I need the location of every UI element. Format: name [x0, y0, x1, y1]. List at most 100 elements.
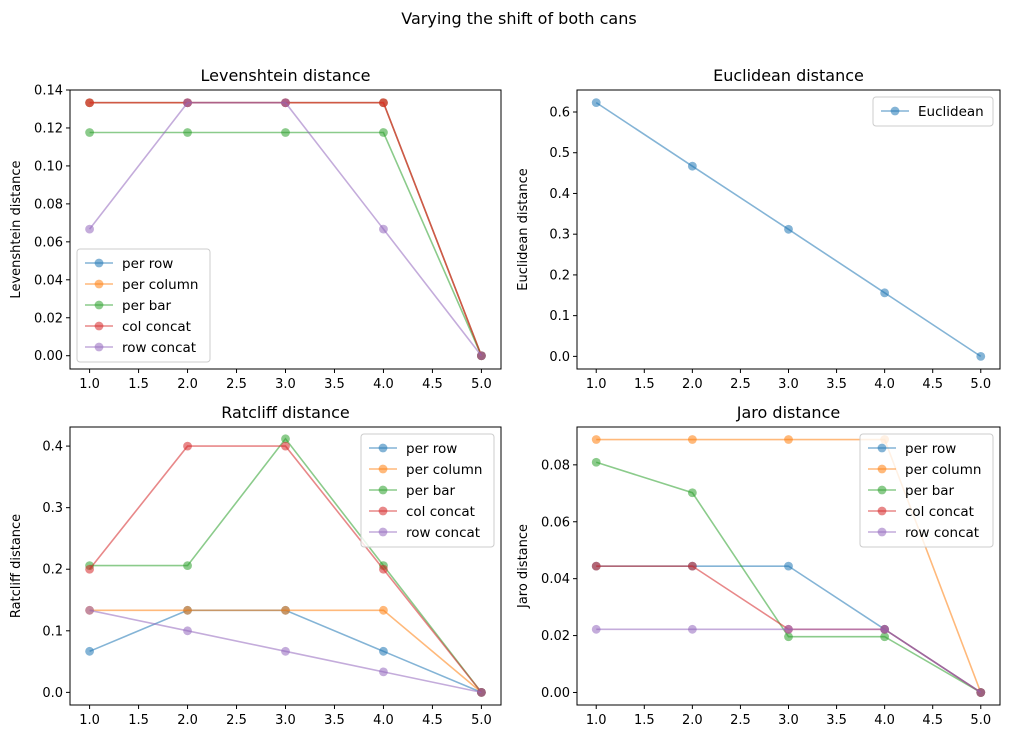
x-tick-label: 1.0	[79, 713, 100, 728]
data-point	[591, 98, 601, 108]
x-tick-label: 2.5	[730, 377, 751, 392]
x-tick-label: 3.5	[826, 713, 847, 728]
legend-label: col concat	[122, 319, 191, 335]
legend-box	[360, 433, 495, 548]
legend-marker	[378, 506, 388, 516]
x-tick-label: 3.0	[275, 377, 296, 392]
legend-marker	[877, 464, 887, 474]
y-tick-label: 0.2	[42, 563, 63, 578]
data-point	[784, 435, 793, 444]
legend-label: col concat	[905, 504, 974, 520]
y-tick-label: 0.00	[34, 349, 63, 364]
data-point	[379, 564, 388, 574]
x-tick-label: 4.0	[874, 713, 895, 728]
y-tick-label: 0.08	[541, 458, 570, 473]
y-tick-label: 0.14	[34, 84, 63, 99]
data-point	[281, 98, 290, 108]
chart-panel: Jaro distance Jaro distance 1.0 1.5 2.0 2.5 3.…	[516, 403, 1001, 728]
data-point	[477, 687, 486, 697]
data-point	[379, 605, 388, 615]
y-tick-label: 0.4	[549, 187, 570, 202]
y-axis-label: Euclidean distance	[516, 168, 531, 291]
data-point	[379, 98, 388, 108]
legend: per row per column per bar col concat row co…	[360, 433, 495, 548]
chart-panel: Euclidean distance Euclidean distance 1.0 1…	[516, 66, 1001, 392]
legend-label: per bar	[122, 298, 172, 314]
x-tick-label: 2.5	[226, 377, 247, 392]
legend-label: row concat	[905, 525, 979, 541]
chart-panel: Levenshtein distance Levenshtein distance…	[9, 66, 502, 392]
legend-marker	[877, 443, 887, 453]
figure-title: Varying the shift of both cans	[401, 9, 636, 28]
legend-marker	[378, 443, 388, 453]
legend-marker	[877, 485, 887, 495]
x-tick-label: 4.5	[922, 713, 943, 728]
x-tick-label: 1.5	[128, 713, 149, 728]
data-point	[379, 667, 388, 677]
y-tick-label: 0.0	[549, 350, 570, 365]
y-tick-label: 0.04	[541, 572, 570, 587]
data-point	[85, 224, 94, 234]
legend-label: per bar	[905, 483, 955, 499]
data-point	[85, 605, 94, 615]
axes-frame	[576, 89, 1001, 370]
legend-marker	[378, 527, 388, 537]
x-tick-label: 2.5	[226, 713, 247, 728]
y-tick-label: 0.1	[549, 309, 570, 324]
data-point	[880, 632, 890, 642]
y-tick-label: 0.6	[549, 105, 570, 120]
data-point	[183, 626, 192, 636]
y-tick-label: 0.1	[42, 624, 63, 639]
data-point	[591, 457, 601, 467]
legend-marker	[378, 464, 388, 474]
x-tick-label: 2.0	[177, 713, 198, 728]
x-tick-label: 2.0	[177, 377, 198, 392]
data-point	[687, 161, 697, 171]
x-tick-label: 4.0	[373, 713, 394, 728]
x-tick-label: 5.0	[970, 377, 991, 392]
legend-label: per column	[905, 462, 981, 478]
x-tick-label: 2.0	[682, 377, 703, 392]
legend-marker	[94, 342, 104, 352]
x-tick-label: 5.0	[471, 713, 492, 728]
data-point	[379, 646, 388, 656]
legend-marker	[94, 279, 104, 289]
legend: Euclidean	[872, 96, 994, 127]
legend-label: per column	[406, 462, 482, 478]
data-point	[183, 98, 192, 108]
y-tick-label: 0.06	[34, 235, 63, 250]
x-tick-label: 4.0	[373, 377, 394, 392]
axes-frame	[576, 426, 1001, 706]
x-tick-label: 4.0	[874, 377, 895, 392]
chart-title: Levenshtein distance	[201, 66, 371, 85]
data-point	[281, 128, 290, 137]
data-point	[183, 561, 192, 570]
data-point	[379, 128, 388, 137]
x-tick-label: 3.0	[778, 713, 799, 728]
y-tick-label: 0.0	[42, 686, 63, 701]
legend-label: row concat	[406, 525, 480, 541]
data-point	[281, 434, 290, 444]
data-point	[183, 441, 192, 451]
y-axis-label: Ratcliff distance	[9, 514, 24, 618]
data-point	[379, 224, 388, 234]
data-point	[880, 288, 890, 298]
data-point	[784, 224, 793, 234]
legend-marker	[378, 485, 388, 495]
x-tick-label: 1.0	[79, 377, 100, 392]
data-point	[591, 435, 601, 444]
legend-label: per column	[122, 277, 198, 293]
x-tick-label: 2.5	[730, 713, 751, 728]
axes-frame	[69, 89, 502, 370]
data-point	[183, 128, 192, 137]
x-tick-label: 3.5	[324, 713, 345, 728]
x-tick-label: 2.0	[682, 713, 703, 728]
legend-label: per row	[905, 441, 956, 457]
data-point	[784, 561, 793, 571]
legend: per row per column per bar col concat row co…	[76, 248, 211, 363]
x-tick-label: 3.5	[324, 377, 345, 392]
legend: per row per column per bar col concat row co…	[859, 433, 994, 548]
y-tick-label: 0.3	[549, 228, 570, 243]
legend-label: col concat	[406, 504, 475, 520]
y-tick-label: 0.5	[549, 146, 570, 161]
